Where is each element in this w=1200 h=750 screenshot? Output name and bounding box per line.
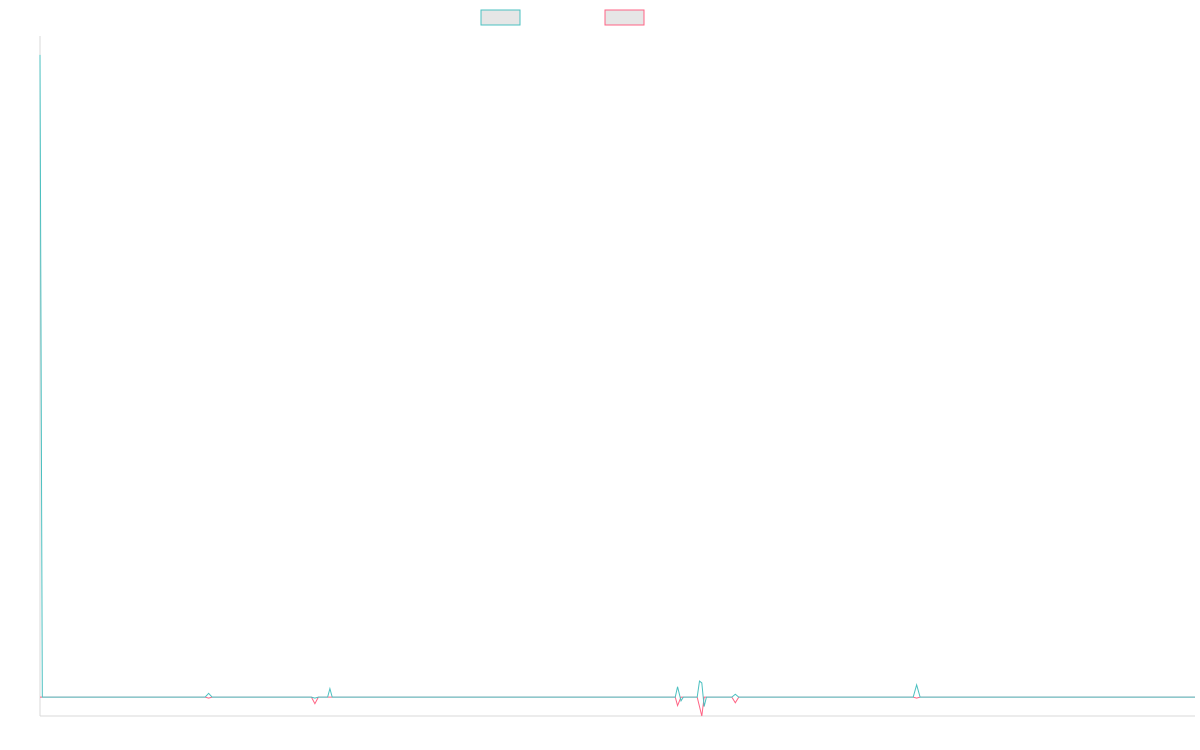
series-line-1 [39,54,1195,707]
legend-swatch-1 [480,9,521,26]
legend [480,9,645,26]
series-line-2 [40,696,1195,717]
axes [39,36,1195,717]
series-layer [39,54,1195,717]
legend-swatch-2 [604,9,645,26]
